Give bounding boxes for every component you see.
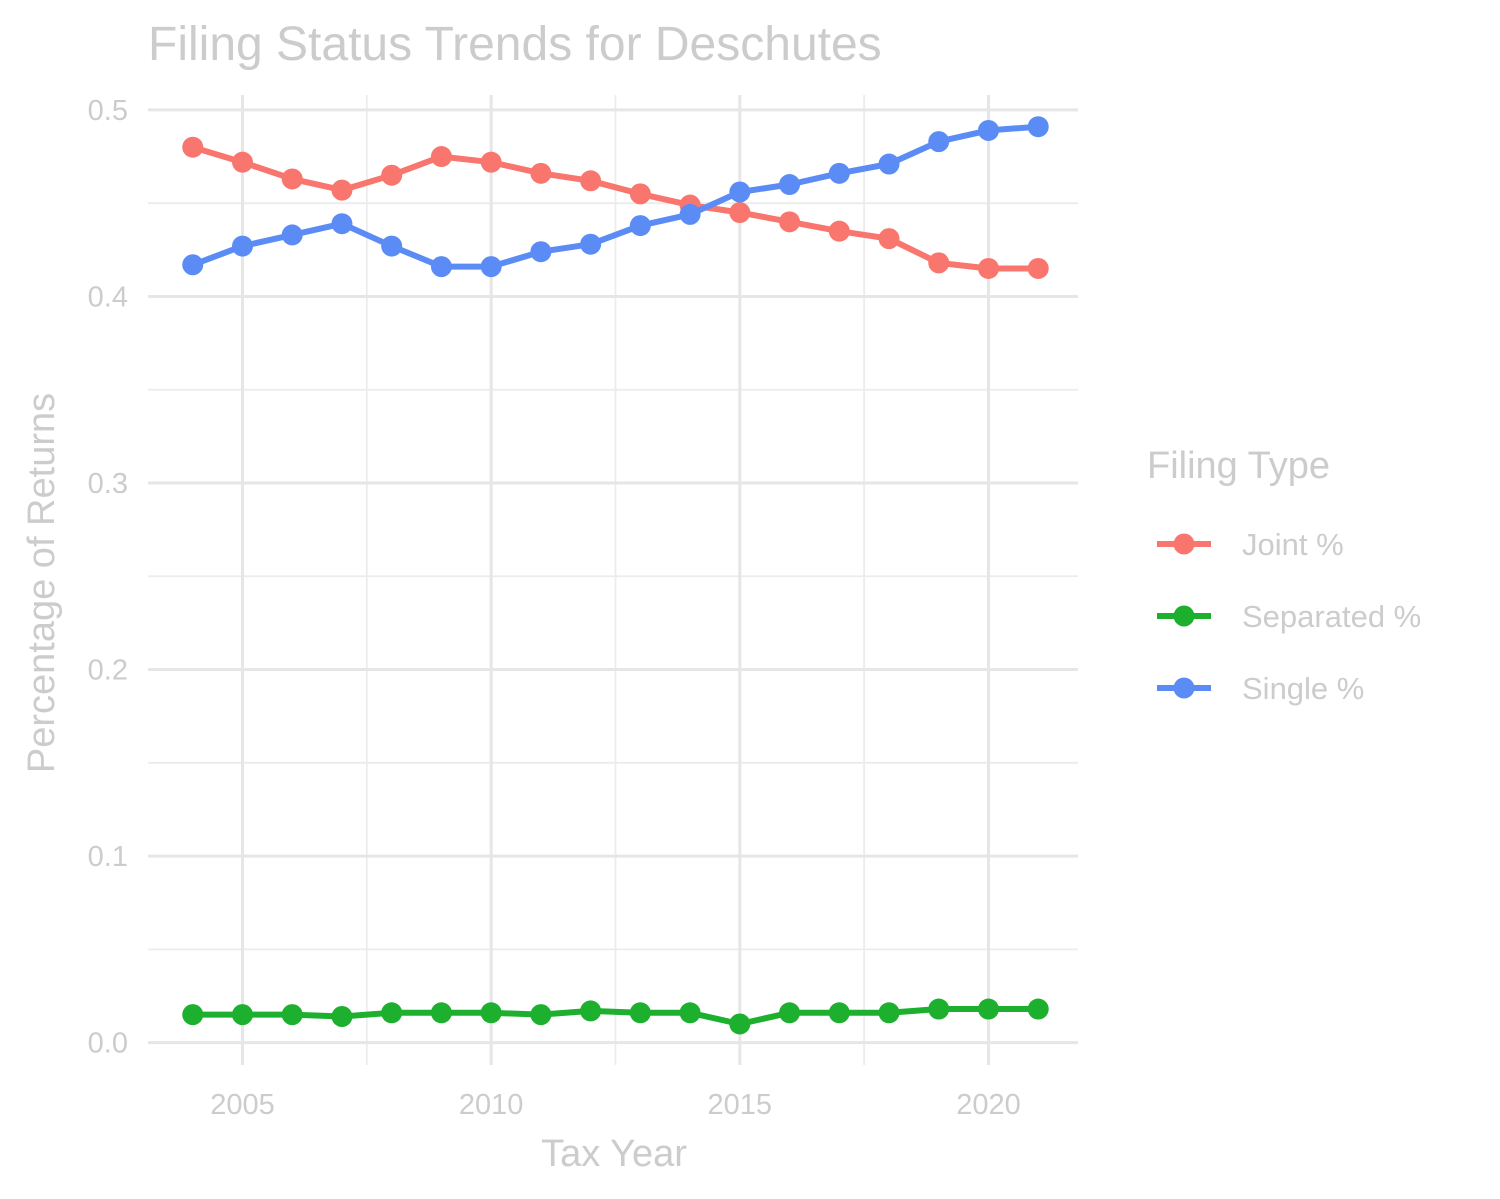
data-point bbox=[580, 170, 602, 192]
data-point bbox=[530, 241, 552, 263]
y-tick-label: 0.1 bbox=[88, 841, 128, 873]
data-point bbox=[381, 164, 403, 186]
data-point bbox=[878, 1002, 900, 1024]
data-point bbox=[828, 220, 850, 242]
data-point bbox=[231, 151, 253, 173]
data-point bbox=[182, 254, 204, 276]
legend-item: Separated % bbox=[1157, 599, 1421, 634]
x-tick-label: 2005 bbox=[210, 1089, 275, 1121]
legend-key-point bbox=[1173, 533, 1195, 555]
legend: Filing Type Joint % Separated % Single % bbox=[1147, 445, 1421, 706]
y-tick-label: 0.3 bbox=[88, 468, 128, 500]
legend-key-point bbox=[1173, 605, 1195, 627]
data-point bbox=[729, 202, 751, 224]
y-axis-title: Percentage of Returns bbox=[21, 393, 63, 773]
y-tick-label: 0.0 bbox=[88, 1028, 128, 1060]
data-point bbox=[729, 181, 751, 203]
data-point bbox=[331, 213, 353, 235]
data-point bbox=[928, 252, 950, 274]
data-point bbox=[977, 998, 999, 1020]
x-axis-ticks: 2005 2010 2015 2020 bbox=[210, 1089, 1021, 1121]
data-point bbox=[430, 1002, 452, 1024]
data-point bbox=[629, 1002, 651, 1024]
data-point bbox=[1027, 116, 1049, 138]
data-point bbox=[231, 235, 253, 257]
data-point bbox=[629, 215, 651, 237]
legend-key-point bbox=[1173, 677, 1195, 699]
data-point bbox=[828, 1002, 850, 1024]
data-point bbox=[182, 1004, 204, 1026]
y-tick-label: 0.5 bbox=[88, 95, 128, 127]
data-point bbox=[878, 228, 900, 250]
data-point bbox=[1027, 998, 1049, 1020]
data-point bbox=[430, 256, 452, 278]
legend-label: Joint % bbox=[1242, 527, 1344, 562]
data-point bbox=[580, 1000, 602, 1022]
data-point bbox=[729, 1013, 751, 1035]
data-point bbox=[281, 1004, 303, 1026]
x-tick-label: 2020 bbox=[956, 1089, 1021, 1121]
data-point bbox=[977, 257, 999, 279]
chart-title: Filing Status Trends for Deschutes bbox=[148, 18, 882, 71]
y-tick-label: 0.4 bbox=[88, 281, 128, 313]
series-single bbox=[182, 116, 1049, 278]
data-point bbox=[182, 136, 204, 158]
y-axis-ticks: 0.0 0.1 0.2 0.3 0.4 0.5 bbox=[88, 95, 128, 1060]
y-tick-label: 0.2 bbox=[88, 655, 128, 687]
data-point bbox=[779, 211, 801, 233]
data-point bbox=[928, 998, 950, 1020]
data-point bbox=[480, 1002, 502, 1024]
data-point bbox=[530, 1004, 552, 1026]
data-point bbox=[878, 153, 900, 175]
legend-items: Joint % Separated % Single % bbox=[1157, 527, 1421, 706]
data-point bbox=[331, 179, 353, 201]
data-point bbox=[828, 162, 850, 184]
x-tick-label: 2015 bbox=[708, 1089, 773, 1121]
data-point bbox=[530, 162, 552, 184]
series-separated bbox=[182, 998, 1049, 1035]
data-point bbox=[580, 233, 602, 255]
data-point bbox=[281, 168, 303, 190]
legend-label: Separated % bbox=[1242, 599, 1421, 634]
legend-item: Joint % bbox=[1157, 527, 1344, 562]
series-joint bbox=[182, 136, 1049, 279]
data-point bbox=[480, 151, 502, 173]
grid bbox=[148, 95, 1078, 1065]
data-point bbox=[381, 1002, 403, 1024]
data-point bbox=[381, 235, 403, 257]
data-point bbox=[281, 224, 303, 246]
data-point bbox=[779, 174, 801, 196]
data-point bbox=[779, 1002, 801, 1024]
series-layer bbox=[182, 116, 1049, 1035]
data-point bbox=[231, 1004, 253, 1026]
data-point bbox=[629, 183, 651, 205]
data-point bbox=[430, 146, 452, 168]
x-tick-label: 2010 bbox=[459, 1089, 524, 1121]
legend-label: Single % bbox=[1242, 671, 1364, 706]
legend-title: Filing Type bbox=[1147, 445, 1330, 487]
legend-item: Single % bbox=[1157, 671, 1364, 706]
data-point bbox=[331, 1006, 353, 1027]
data-point bbox=[977, 119, 999, 141]
data-point bbox=[679, 1002, 701, 1024]
data-point bbox=[928, 131, 950, 153]
data-point bbox=[480, 256, 502, 278]
x-axis-title: Tax Year bbox=[541, 1133, 687, 1175]
data-point bbox=[1027, 257, 1049, 279]
data-point bbox=[679, 203, 701, 225]
